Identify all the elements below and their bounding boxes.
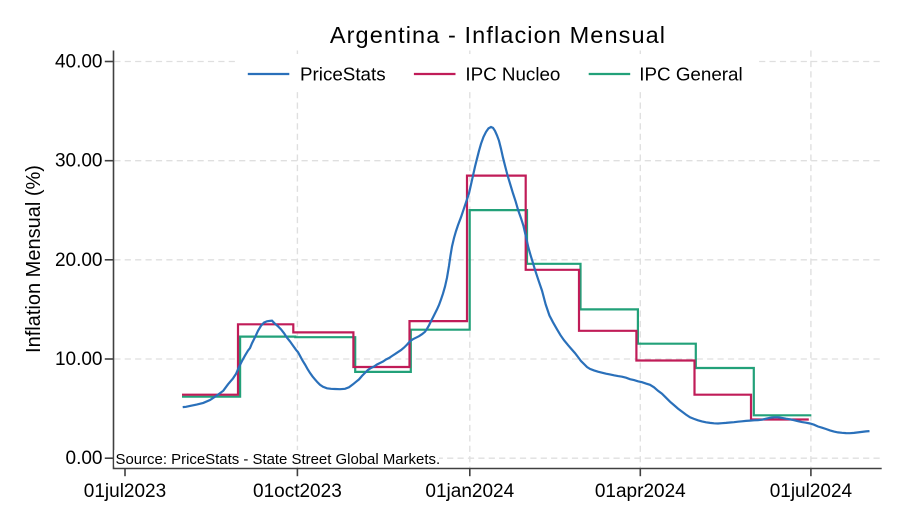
svg-text:30.00: 30.00 <box>55 151 103 172</box>
svg-text:Source: PriceStats - State Str: Source: PriceStats - State Street Global… <box>116 451 441 468</box>
svg-text:IPC General: IPC General <box>639 64 742 85</box>
svg-text:01jul2023: 01jul2023 <box>84 481 166 502</box>
svg-text:01oct2023: 01oct2023 <box>253 481 342 502</box>
svg-text:Argentina - Inflacion Mensual: Argentina - Inflacion Mensual <box>330 22 666 48</box>
svg-text:20.00: 20.00 <box>55 250 103 271</box>
svg-text:IPC Nucleo: IPC Nucleo <box>465 64 560 85</box>
svg-text:01jan2024: 01jan2024 <box>425 481 514 502</box>
svg-text:01apr2024: 01apr2024 <box>595 481 686 502</box>
svg-text:40.00: 40.00 <box>55 52 103 73</box>
svg-text:0.00: 0.00 <box>66 448 103 469</box>
svg-text:Inflation Mensual (%): Inflation Mensual (%) <box>23 165 45 353</box>
svg-text:10.00: 10.00 <box>55 349 103 370</box>
svg-text:PriceStats: PriceStats <box>300 64 386 85</box>
svg-text:01jul2024: 01jul2024 <box>770 481 853 502</box>
